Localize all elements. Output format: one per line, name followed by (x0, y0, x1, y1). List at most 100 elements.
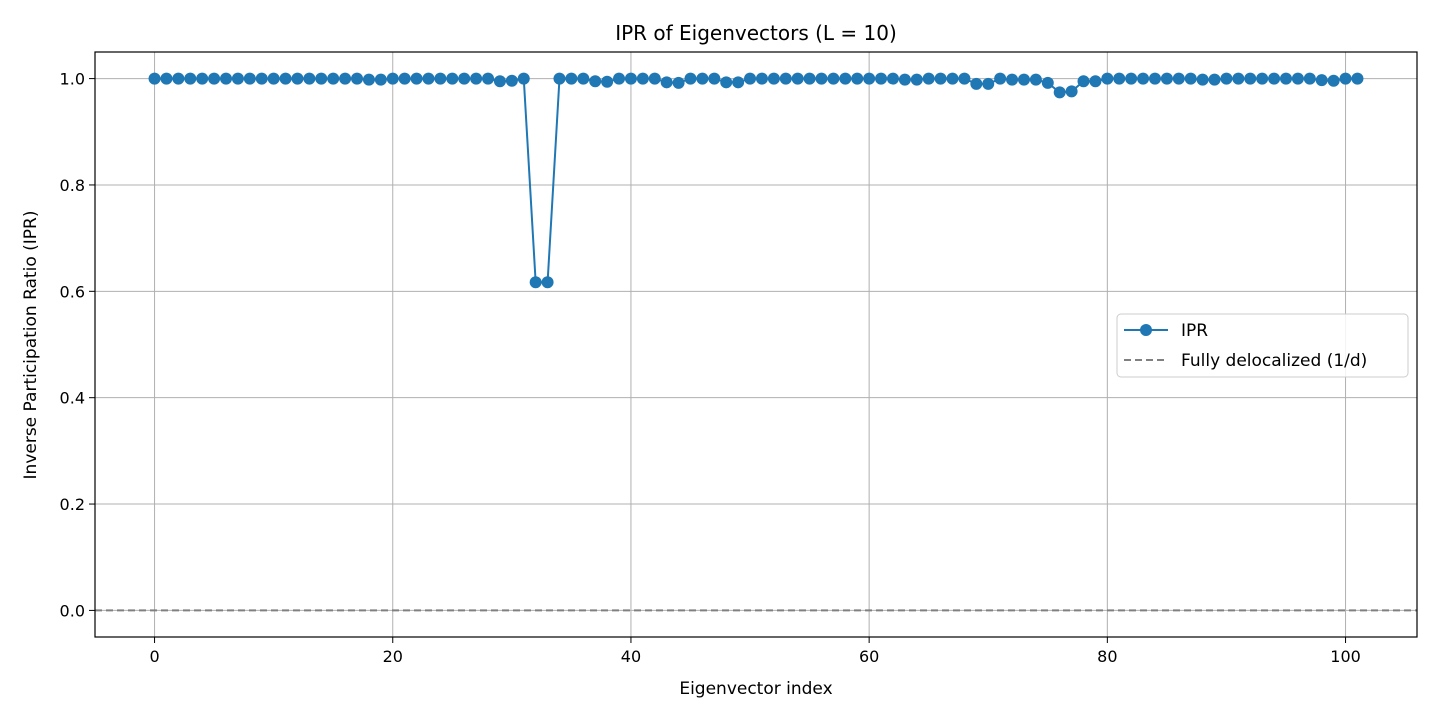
ipr-data-point (517, 72, 530, 85)
ipr-data-point (589, 75, 602, 88)
ipr-data-point (482, 72, 495, 85)
ipr-data-point (1339, 72, 1352, 85)
ipr-data-point (255, 72, 268, 85)
ipr-data-point (1101, 72, 1114, 85)
plot-area (95, 72, 1417, 612)
ipr-data-point (208, 72, 221, 85)
ipr-data-point (148, 72, 161, 85)
ipr-data-point (863, 72, 876, 85)
ipr-data-point (565, 72, 578, 85)
legend-delocalized-label: Fully delocalized (1/d) (1181, 351, 1367, 371)
y-tick-label: 1.0 (60, 70, 85, 89)
ipr-data-point (1279, 72, 1292, 85)
ipr-data-point (1220, 72, 1233, 85)
ipr-data-point (291, 72, 304, 85)
ipr-data-point (303, 72, 316, 85)
ipr-data-point (1017, 73, 1030, 86)
ipr-data-point (720, 76, 733, 89)
x-tick-label: 60 (859, 647, 879, 666)
ipr-data-point (1232, 72, 1245, 85)
legend: IPR Fully delocalized (1/d) (1116, 313, 1409, 378)
ipr-data-point (1053, 86, 1066, 99)
x-axis-label: Eigenvector index (679, 679, 832, 699)
ipr-data-point (1208, 73, 1221, 86)
ipr-data-point (851, 72, 864, 85)
ipr-data-point (1077, 75, 1090, 88)
ipr-data-point (1041, 76, 1054, 89)
ipr-data-point (470, 72, 483, 85)
ipr-data-point (1268, 72, 1281, 85)
ipr-data-point (958, 72, 971, 85)
ipr-data-point (1029, 73, 1042, 86)
ipr-data-point (886, 72, 899, 85)
ipr-data-point (184, 72, 197, 85)
ipr-data-point (434, 72, 447, 85)
ipr-data-point (898, 73, 911, 86)
ipr-data-point (815, 72, 828, 85)
ipr-data-point (1303, 72, 1316, 85)
ipr-data-point (315, 72, 328, 85)
ipr-data-point (351, 72, 364, 85)
legend-ipr-marker (1140, 324, 1152, 336)
y-axis-ticks: 0.0 0.2 0.4 0.6 0.8 1.0 (60, 70, 95, 620)
ipr-data-point (362, 73, 375, 86)
ipr-data-point (994, 72, 1007, 85)
ipr-data-point (1006, 73, 1019, 86)
ipr-data-point (1160, 72, 1173, 85)
ipr-data-point (1065, 85, 1078, 98)
x-tick-label: 80 (1097, 647, 1117, 666)
ipr-data-point (672, 76, 685, 89)
ipr-data-point (1148, 72, 1161, 85)
ipr-data-point (1351, 72, 1364, 85)
ipr-data-point (1137, 72, 1150, 85)
ipr-series-line (154, 77, 1358, 284)
x-tick-label: 20 (383, 647, 403, 666)
y-axis-label: Inverse Participation Ratio (IPR) (21, 211, 41, 480)
ipr-data-point (1327, 74, 1340, 87)
ipr-data-point (1315, 74, 1328, 87)
ipr-data-point (493, 75, 506, 88)
x-axis-ticks: 0 20 40 60 80 100 (149, 637, 1361, 666)
ipr-data-point (767, 72, 780, 85)
ipr-data-point (636, 72, 649, 85)
ipr-data-point (875, 72, 888, 85)
ipr-data-point (1089, 75, 1102, 88)
ipr-data-point (755, 72, 768, 85)
ipr-data-point (648, 72, 661, 85)
legend-ipr-label: IPR (1181, 321, 1208, 341)
ipr-data-point (374, 73, 387, 86)
ipr-data-point (1113, 72, 1126, 85)
ipr-data-point (839, 72, 852, 85)
chart-title: IPR of Eigenvectors (L = 10) (615, 21, 897, 45)
ipr-data-point (744, 72, 757, 85)
ipr-data-point (624, 72, 637, 85)
ipr-data-point (613, 72, 626, 85)
ipr-data-point (1256, 72, 1269, 85)
ipr-data-point (934, 72, 947, 85)
ipr-data-point (1291, 72, 1304, 85)
ipr-data-point (1196, 73, 1209, 86)
ipr-data-point (1125, 72, 1138, 85)
axes-frame (94, 51, 1418, 638)
ipr-data-point (529, 276, 542, 289)
ipr-data-point (910, 73, 923, 86)
ipr-data-point (946, 72, 959, 85)
ipr-data-point (243, 72, 256, 85)
ipr-data-point (1244, 72, 1257, 85)
ipr-data-point (386, 72, 399, 85)
ipr-data-point (267, 72, 280, 85)
ipr-data-point (231, 72, 244, 85)
ipr-data-point (696, 72, 709, 85)
y-tick-label: 0.4 (60, 389, 85, 408)
ipr-data-point (446, 72, 459, 85)
ipr-data-point (220, 72, 233, 85)
ipr-data-point (339, 72, 352, 85)
ipr-data-point (458, 72, 471, 85)
ipr-data-point (660, 76, 673, 89)
y-tick-label: 0.8 (60, 176, 85, 195)
x-tick-label: 0 (149, 647, 159, 666)
ipr-data-point (1172, 72, 1185, 85)
y-tick-label: 0.6 (60, 282, 85, 301)
ipr-data-point (410, 72, 423, 85)
